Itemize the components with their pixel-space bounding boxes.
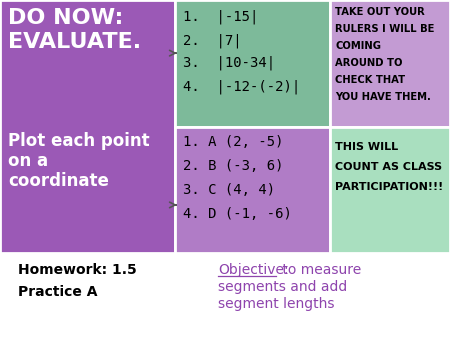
Bar [175, 126, 330, 253]
Text: 2. B (-3, 6): 2. B (-3, 6) [183, 159, 284, 172]
Text: Plot each point: Plot each point [8, 131, 149, 149]
Text: AROUND TO: AROUND TO [335, 58, 402, 68]
Text: segment lengths: segment lengths [218, 297, 334, 311]
Text: to measure: to measure [278, 263, 361, 277]
Text: coordinate: coordinate [8, 172, 109, 191]
Text: 2.  |7|: 2. |7| [183, 33, 242, 48]
Text: RULERS I WILL BE: RULERS I WILL BE [335, 24, 434, 34]
Text: Homework: 1.5
Practice A: Homework: 1.5 Practice A [18, 263, 137, 299]
Text: 1. A (2, -5): 1. A (2, -5) [183, 135, 284, 148]
Text: TAKE OUT YOUR: TAKE OUT YOUR [335, 7, 425, 17]
Text: COMING: COMING [335, 41, 381, 51]
Text: YOU HAVE THEM.: YOU HAVE THEM. [335, 92, 431, 102]
Text: 1.  |-15|: 1. |-15| [183, 10, 258, 24]
Bar [330, 0, 450, 126]
Text: 3.  |10-34|: 3. |10-34| [183, 56, 275, 71]
Text: THIS WILL: THIS WILL [335, 142, 398, 151]
Text: DO NOW:: DO NOW: [8, 8, 123, 28]
Text: 4.  |-12-(-2)|: 4. |-12-(-2)| [183, 79, 300, 94]
Text: segments and add: segments and add [218, 280, 347, 294]
Text: on a: on a [8, 152, 48, 170]
Text: 4. D (-1, -6): 4. D (-1, -6) [183, 207, 292, 220]
Bar [330, 126, 450, 253]
Text: PARTICIPATION!!!: PARTICIPATION!!! [335, 182, 443, 192]
Text: 3. C (4, 4): 3. C (4, 4) [183, 183, 275, 196]
Text: CHECK THAT: CHECK THAT [335, 75, 405, 85]
Text: EVALUATE.: EVALUATE. [8, 32, 141, 52]
Text: Objective:: Objective: [218, 263, 288, 277]
Bar [175, 0, 330, 126]
Text: COUNT AS CLASS: COUNT AS CLASS [335, 162, 442, 171]
Bar [0, 0, 175, 253]
